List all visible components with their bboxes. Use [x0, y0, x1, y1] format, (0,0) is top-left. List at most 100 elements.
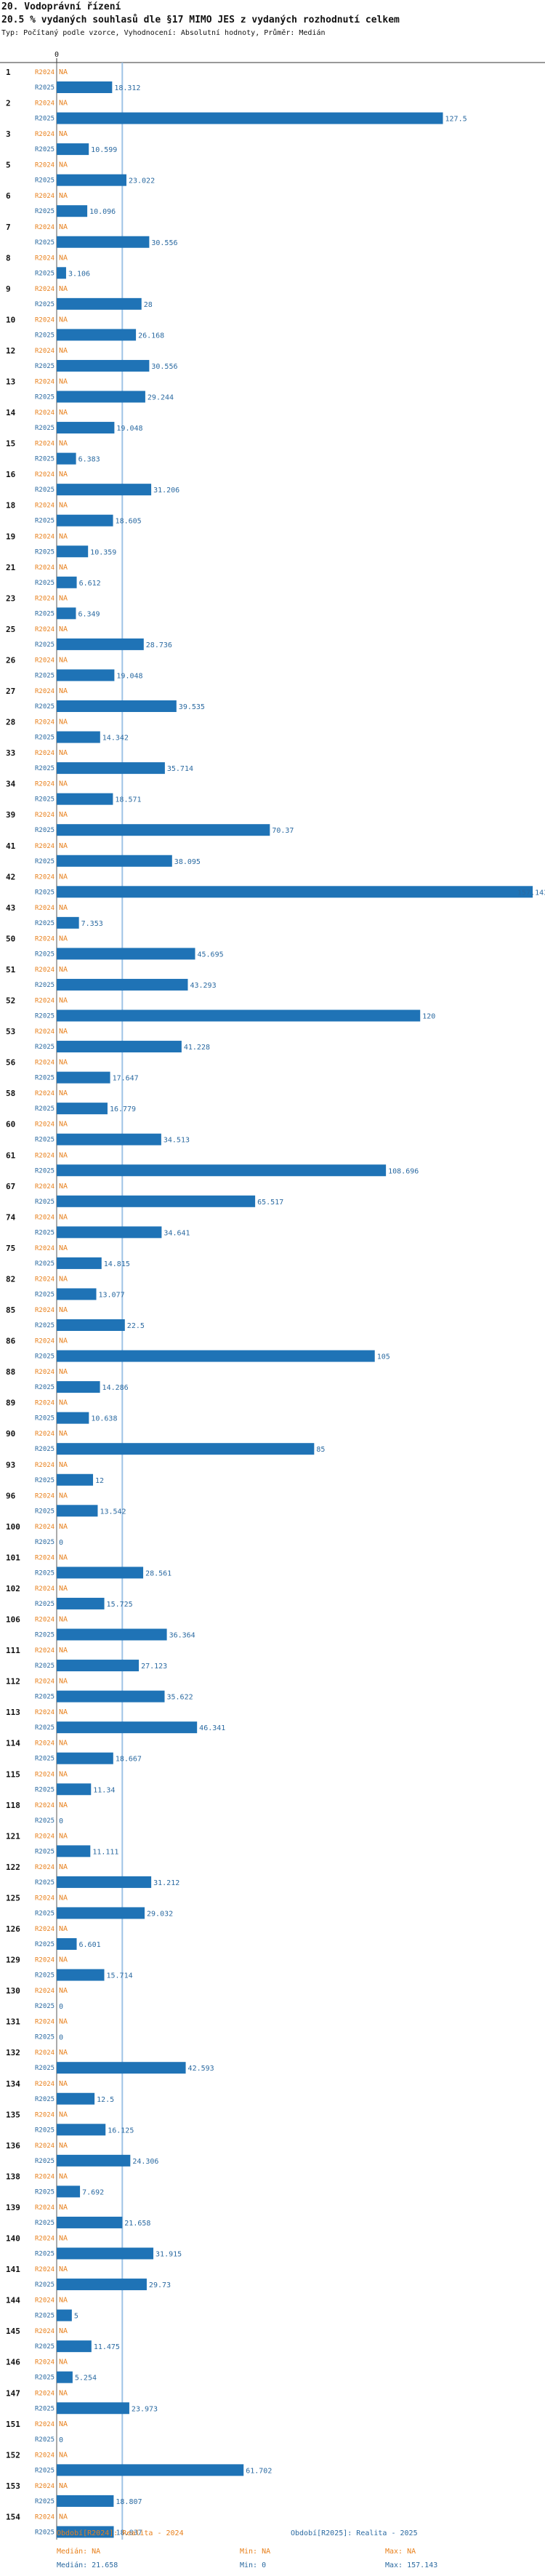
series-label-r2025: R2025 — [35, 1910, 54, 1917]
bar-r2025 — [57, 948, 195, 960]
category-label: 61 — [6, 1151, 16, 1160]
series-label-r2025: R2025 — [35, 1663, 54, 1670]
na-label-r2024: NA — [59, 1553, 68, 1561]
series-label-r2025: R2025 — [35, 1291, 54, 1298]
series-label-r2024: R2024 — [35, 2019, 54, 2026]
value-label-r2025: 43.293 — [190, 982, 216, 990]
section-title: 20. Vodoprávní řízení — [1, 1, 121, 12]
na-label-r2024: NA — [59, 2451, 68, 2459]
series-label-r2025: R2025 — [35, 2003, 54, 2010]
bar-r2025 — [57, 2340, 92, 2353]
series-label-r2025: R2025 — [35, 2127, 54, 2134]
value-label-r2025: 12 — [95, 1477, 104, 1485]
category-label: 10 — [6, 315, 15, 324]
category-label: 145 — [6, 2327, 20, 2336]
series-label-r2025: R2025 — [35, 1013, 54, 1020]
series-label-r2024: R2024 — [35, 131, 54, 138]
series-label-r2025: R2025 — [35, 363, 54, 370]
series-label-r2024: R2024 — [35, 1771, 54, 1778]
na-label-r2024: NA — [59, 1275, 68, 1283]
value-label-r2025: 18.312 — [114, 84, 140, 92]
value-label-r2025: 6.601 — [79, 1941, 101, 1949]
na-label-r2024: NA — [59, 130, 68, 138]
na-label-r2024: NA — [59, 2049, 68, 2057]
value-label-r2025: 11.111 — [92, 1848, 118, 1856]
bar-r2025 — [57, 2371, 73, 2383]
na-label-r2024: NA — [59, 2080, 68, 2088]
category-label: 126 — [6, 1924, 20, 1934]
series-label-r2025: R2025 — [35, 1167, 54, 1175]
series-label-r2025: R2025 — [35, 1632, 54, 1639]
value-label-r2025: 18.807 — [116, 2498, 142, 2506]
value-label-r2025: 18.605 — [116, 518, 142, 526]
value-label-r2025: 15.725 — [107, 1601, 133, 1609]
na-label-r2024: NA — [59, 161, 68, 169]
series-label-r2024: R2024 — [35, 905, 54, 912]
series-label-r2025: R2025 — [35, 2498, 54, 2505]
na-label-r2024: NA — [59, 1121, 68, 1129]
na-label-r2024: NA — [59, 1213, 68, 1221]
series-label-r2025: R2025 — [35, 672, 54, 679]
na-label-r2024: NA — [59, 1430, 68, 1438]
na-label-r2024: NA — [59, 1337, 68, 1345]
series-label-r2025: R2025 — [35, 641, 54, 649]
series-label-r2024: R2024 — [35, 781, 54, 788]
bar-r2025 — [57, 1381, 100, 1393]
chart-subtitle: Typ: Počítaný podle vzorce, Vyhodnocení:… — [1, 29, 326, 37]
category-label: 58 — [6, 1089, 15, 1098]
value-label-r2025: 85 — [316, 1446, 325, 1454]
series-label-r2025: R2025 — [35, 1477, 54, 1484]
series-label-r2024: R2024 — [35, 409, 54, 417]
series-label-r2025: R2025 — [35, 239, 54, 247]
series-label-r2025: R2025 — [35, 2405, 54, 2412]
series-label-r2024: R2024 — [35, 595, 54, 602]
series-label-r2024: R2024 — [35, 1338, 54, 1345]
series-label-r2025: R2025 — [35, 518, 54, 525]
bar-r2025 — [57, 297, 142, 310]
category-label: 51 — [6, 965, 16, 975]
series-label-r2025: R2025 — [35, 1786, 54, 1793]
category-label: 93 — [6, 1460, 15, 1470]
bar-r2025 — [57, 2124, 106, 2136]
category-label: 146 — [6, 2358, 20, 2367]
series-label-r2024: R2024 — [35, 1988, 54, 1995]
category-label: 138 — [6, 2172, 20, 2181]
na-label-r2024: NA — [59, 811, 68, 819]
na-label-r2024: NA — [59, 254, 68, 262]
series-label-r2025: R2025 — [35, 920, 54, 927]
series-label-r2024: R2024 — [35, 1647, 54, 1655]
category-label: 8 — [6, 253, 11, 263]
series-label-r2024: R2024 — [35, 2173, 54, 2180]
series-label-r2024: R2024 — [35, 1307, 54, 1314]
bar-r2025 — [57, 1133, 161, 1145]
category-label: 13 — [6, 377, 15, 387]
na-label-r2024: NA — [59, 316, 68, 324]
value-label-r2025: 61.702 — [246, 2467, 272, 2475]
value-label-r2025: 6.612 — [79, 580, 101, 588]
category-label: 139 — [6, 2203, 20, 2212]
category-label: 3 — [6, 129, 11, 139]
bar-r2025 — [57, 669, 115, 681]
series-label-r2025: R2025 — [35, 889, 54, 896]
bar-r2025 — [57, 2279, 147, 2291]
na-label-r2024: NA — [59, 2327, 68, 2335]
value-label-r2025: 34.641 — [164, 1229, 190, 1237]
bar-r2025 — [57, 1288, 97, 1300]
na-label-r2024: NA — [59, 842, 68, 850]
category-label: 75 — [6, 1244, 15, 1253]
category-label: 134 — [6, 2079, 20, 2089]
bar-r2025 — [57, 1103, 108, 1115]
na-label-r2024: NA — [59, 935, 68, 943]
series-label-r2025: R2025 — [35, 2158, 54, 2165]
value-label-r2025: 28 — [144, 301, 153, 309]
category-label: 112 — [6, 1677, 20, 1687]
value-label-r2025: 38.095 — [174, 858, 201, 866]
bar-r2025 — [57, 1721, 198, 1734]
series-label-r2024: R2024 — [35, 626, 54, 633]
category-label: 52 — [6, 996, 15, 1006]
series-label-r2025: R2025 — [35, 1972, 54, 1980]
series-label-r2024: R2024 — [35, 2143, 54, 2150]
category-label: 15 — [6, 439, 15, 449]
value-label-r2025: 157.143 — [517, 889, 545, 897]
